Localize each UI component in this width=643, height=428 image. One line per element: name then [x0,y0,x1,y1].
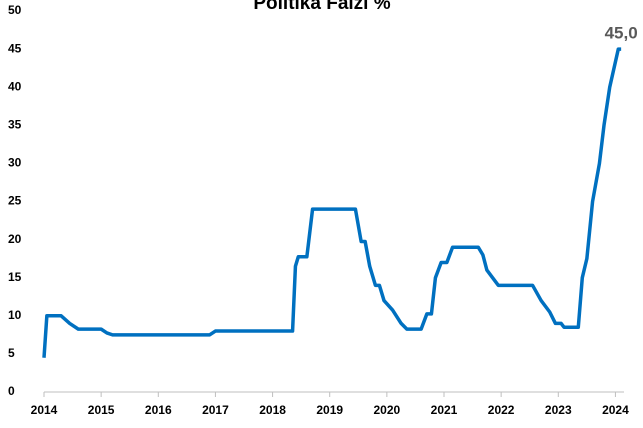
x-tick-label: 2017 [202,403,229,417]
y-tick-label: 45 [8,41,22,55]
x-tick-label: 2020 [374,403,401,417]
y-tick-label: 30 [8,156,22,170]
y-tick-label: 25 [8,194,22,208]
y-tick-label: 0 [8,384,15,398]
x-tick-label: 2021 [431,403,458,417]
y-tick-label: 5 [8,346,15,360]
value-label: 45,0 [605,24,638,43]
x-tick-label: 2018 [259,403,286,417]
y-tick-label: 50 [8,3,22,17]
x-tick-label: 2016 [145,403,172,417]
y-tick-label: 35 [8,117,22,131]
x-tick-label: 2023 [545,403,572,417]
y-tick-label: 20 [8,232,22,246]
x-tick-label: 2022 [488,403,515,417]
line [42,47,622,358]
x-tick-label: 2019 [316,403,343,417]
y-tick-label: 10 [8,308,22,322]
chart-title: Politika Faizi % [253,0,390,14]
y-tick-label: 15 [8,270,22,284]
x-tick-label: 2024 [602,403,629,417]
x-tick-label: 2014 [31,403,58,417]
y-tick-label: 40 [8,79,22,93]
x-tick-label: 2015 [88,403,115,417]
